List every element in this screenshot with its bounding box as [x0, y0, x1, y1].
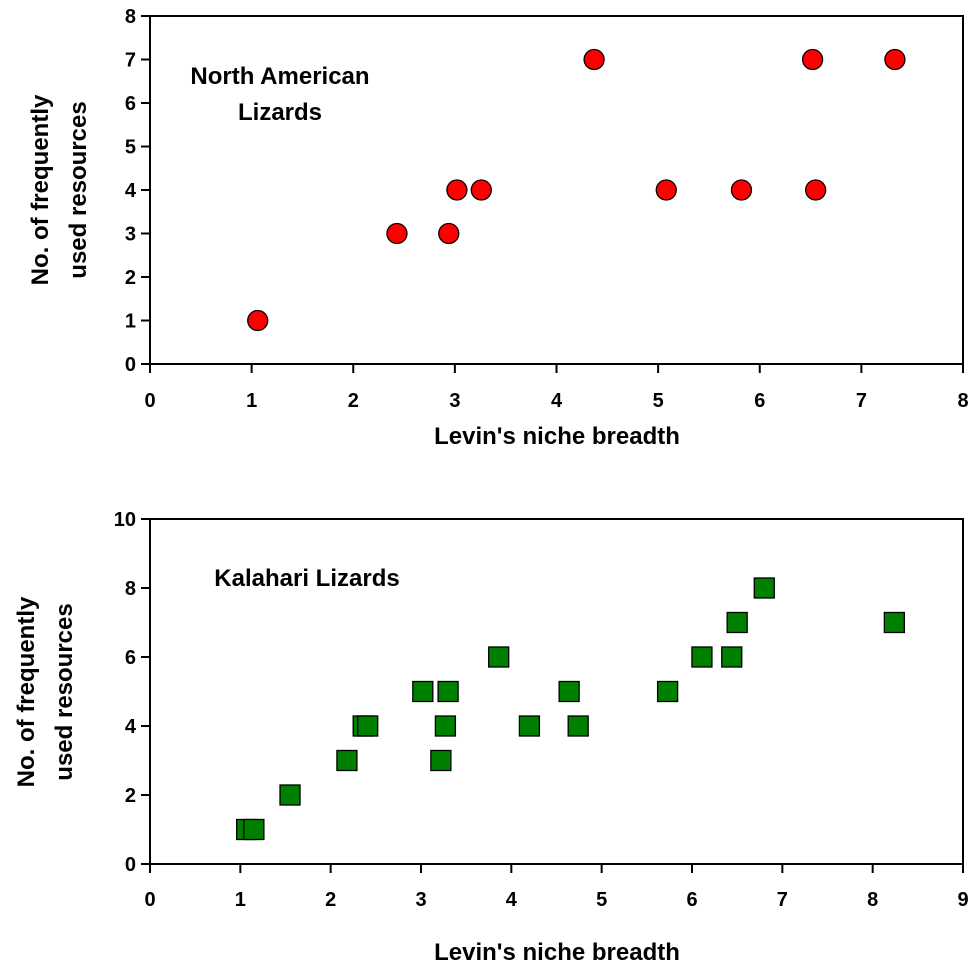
chart-annotation: Lizards: [238, 99, 322, 126]
data-point: [437, 680, 459, 703]
plot-frame: [149, 518, 964, 865]
y-axis-title: used resources: [51, 603, 78, 780]
chart-2: 0 1 2 3 4 5 6 7 8 9 0 2 4 6 8 10 Levin's niche breadth No…: [13, 509, 969, 966]
data-point: [279, 784, 301, 806]
x-tick-label: 4: [551, 390, 563, 412]
y-tick-label: 2: [125, 785, 136, 807]
x-tick-label: 1: [235, 889, 246, 911]
y-tick-label: 7: [125, 50, 136, 72]
data-point: [430, 749, 452, 772]
y-tick-label: 5: [125, 137, 136, 159]
data-point: [567, 715, 589, 737]
x-tick-label: 6: [686, 889, 697, 911]
y-tick-label: 6: [125, 647, 136, 669]
x-tick-label: 1: [246, 390, 257, 412]
data-point: [247, 309, 269, 332]
y-tick-label: 3: [125, 224, 136, 246]
data-point: [357, 715, 379, 737]
data-point: [883, 611, 905, 634]
data-point: [558, 680, 580, 703]
y-tick-label: 1: [125, 311, 136, 333]
y-tick-label: 6: [125, 93, 136, 115]
x-axis-title: Levin's niche breadth: [434, 939, 680, 966]
data-point: [726, 611, 748, 634]
y-tick-label: 4: [125, 180, 137, 202]
y-tick-label: 8: [125, 6, 136, 28]
y-tick-label: 2: [125, 267, 136, 289]
x-tick-label: 0: [144, 889, 155, 911]
x-tick-label: 2: [348, 390, 359, 412]
y-axis-title: No. of frequently: [27, 94, 54, 285]
y-tick-label: 10: [114, 509, 136, 531]
chart-annotation: North American: [190, 63, 369, 90]
data-point: [730, 179, 753, 201]
data-point: [691, 646, 713, 668]
data-point: [470, 179, 492, 201]
data-point: [583, 48, 605, 71]
x-tick-label: 6: [754, 390, 765, 412]
data-point: [446, 179, 468, 201]
y-tick-label: 8: [125, 578, 136, 600]
y-axis-title: No. of frequently: [13, 596, 40, 787]
chart-annotation: Kalahari Lizards: [214, 565, 399, 592]
data-point: [412, 680, 434, 703]
x-tick-label: 5: [596, 889, 607, 911]
x-tick-label: 7: [856, 390, 867, 412]
y-axis-title: used resources: [65, 101, 92, 278]
x-tick-label: 9: [957, 889, 968, 911]
x-tick-label: 7: [777, 889, 788, 911]
x-tick-label: 8: [957, 390, 968, 412]
y-tick-label: 4: [125, 716, 137, 738]
data-point: [801, 48, 824, 71]
data-point: [884, 48, 906, 71]
x-tick-label: 0: [144, 390, 155, 412]
data-point: [438, 222, 460, 245]
data-point: [243, 818, 265, 841]
data-point: [655, 179, 677, 201]
x-tick-label: 5: [653, 390, 664, 412]
data-point: [753, 577, 775, 599]
data-point: [656, 680, 679, 703]
x-tick-label: 2: [325, 889, 336, 911]
x-tick-label: 3: [415, 889, 426, 911]
y-tick-label: 0: [125, 354, 136, 376]
x-tick-label: 3: [449, 390, 460, 412]
data-point: [488, 646, 510, 668]
x-tick-label: 8: [867, 889, 878, 911]
data-point: [336, 749, 358, 772]
data-point: [518, 715, 541, 737]
data-point: [721, 646, 743, 668]
data-point: [804, 179, 827, 201]
x-tick-label: 4: [506, 889, 518, 911]
x-axis-title: Levin's niche breadth: [434, 423, 680, 450]
data-point: [386, 222, 408, 245]
chart-1: 0 1 2 3 4 5 6 7 8 0 1 2 3 4 5 6 7 8 Levin's niche breadth N…: [27, 6, 969, 450]
y-tick-label: 0: [125, 854, 136, 876]
data-point: [434, 715, 457, 737]
